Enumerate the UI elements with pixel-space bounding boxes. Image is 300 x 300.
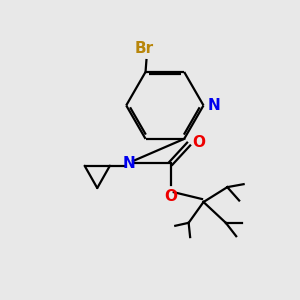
Text: Br: Br: [134, 40, 154, 56]
Text: O: O: [164, 189, 177, 204]
Text: N: N: [123, 156, 136, 171]
Text: N: N: [208, 98, 221, 113]
Text: O: O: [192, 135, 205, 150]
